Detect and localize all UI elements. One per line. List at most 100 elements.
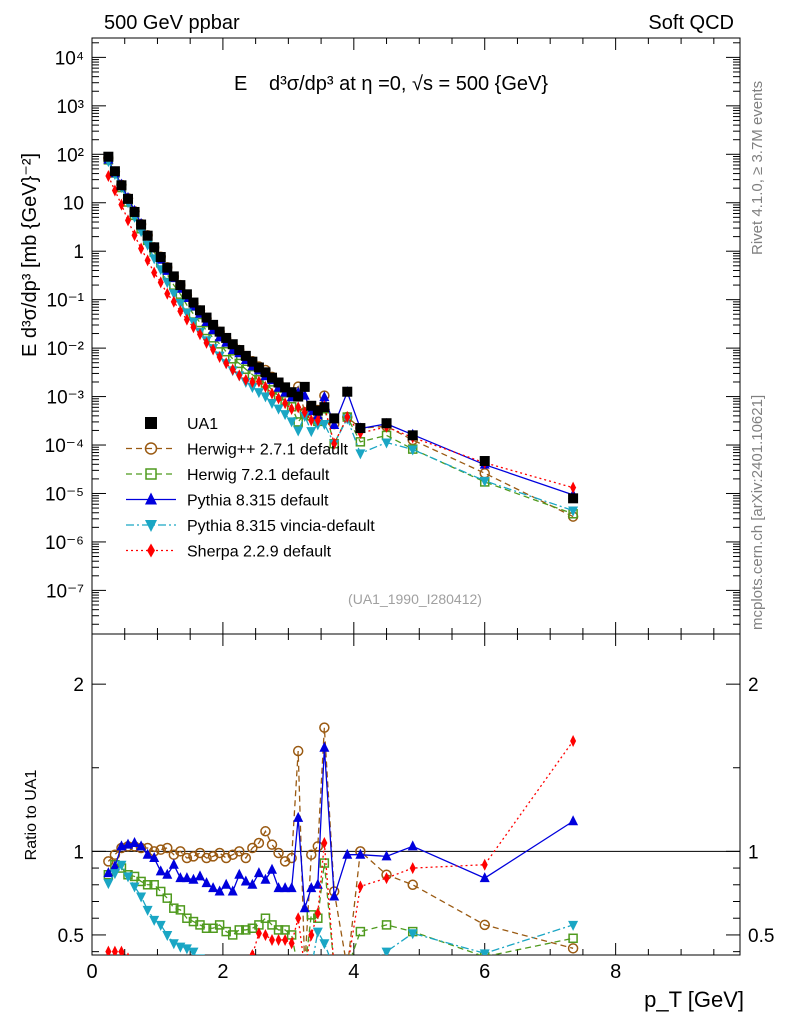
top-point-pythia-8-315-vincia-default [260,392,271,403]
top-point-sherpa-2-2-9-default [288,403,295,416]
top-point-sherpa-2-2-9-default [295,401,302,414]
ratio-point-pythia-8-315-default [568,815,579,826]
ratio-point-sherpa-2-2-9-default [481,858,488,871]
ratio-point-pythia-8-315-default [355,848,366,859]
legend-label-herwig-7-2-1-default: Herwig 7.2.1 default [187,467,330,484]
legend-marker-sherpa-2-2-9-default [147,543,155,558]
top-point-ua1 [195,305,205,316]
top-point-sherpa-2-2-9-default [203,336,210,349]
top-point-ua1 [273,377,284,388]
top-point-ua1 [221,332,232,343]
top-point-sherpa-2-2-9-default [262,380,269,393]
top-y-tick-label: 10⁴ [55,48,84,69]
top-point-ua1 [286,387,297,398]
ratio-point-herwig-7-2-1-default [234,925,245,935]
ratio-point-pythia-8-315-default [319,741,330,752]
top-panel-series [103,151,579,522]
top-point-ua1 [342,386,353,397]
top-point-sherpa-2-2-9-default [249,376,256,389]
legend-marker-pythia-8-315-vincia-default [145,520,157,532]
axis-tick-labels: 0 2 4 6 8 10⁻⁷ 10⁻⁶ 10⁻⁵ 10⁻⁴ 10⁻³ 10⁻² 10⁻¹ 1 10 10² 1… [45,48,775,983]
top-point-sherpa-2-2-9-default [229,363,236,376]
top-point-sherpa-2-2-9-default [223,357,230,370]
top-point-ua1 [201,312,212,323]
x-tick-label: 0 [86,961,97,983]
ratio-point-pythia-8-315-default [129,836,140,847]
top-point-ua1 [247,356,258,367]
ratio-point-herwig-7-2-1-default [319,858,330,868]
ratio-point-pythia-8-315-vincia-default [479,949,490,955]
top-point-ua1 [175,280,186,291]
ratio-point-sherpa-2-2-9-default [275,933,282,946]
top-point-ua1 [407,430,418,441]
top-point-sherpa-2-2-9-default [308,414,315,427]
ratio-point-pythia-8-315-vincia-default [168,939,179,950]
top-point-ua1 [188,297,199,308]
top-point-pythia-8-315-vincia-default [181,308,192,319]
ratio-point-pythia-8-315-vincia-default [568,920,579,931]
ratio-point-sherpa-2-2-9-default [383,872,390,885]
legend-label-herwig-2-7-1-default: Herwig++ 2.7.1 default [187,442,349,459]
top-point-pythia-8-315-vincia-default [253,388,264,399]
ratio-point-herwig-7-2-1-default [162,893,173,903]
top-point-sherpa-2-2-9-default [344,411,351,424]
top-point-sherpa-2-2-9-default [177,305,184,318]
ratio-point-pythia-8-315-default [342,848,353,859]
ratio-point-pythia-8-315-default [214,885,225,896]
top-point-sherpa-2-2-9-default [236,369,243,382]
plot-title-prefix: E [234,73,247,95]
top-y-tick-label: 10⁻² [47,339,85,360]
ratio-panel-series [92,722,740,955]
rivet-version-label: Rivet 4.1.0, ≥ 3.7M events [749,81,766,255]
ratio-point-pythia-8-315-default [253,867,264,878]
ratio-point-pythia-8-315-default [267,863,277,874]
ratio-y-tick-label-right: 2 [748,675,759,696]
top-point-sherpa-2-2-9-default [301,406,308,419]
ratio-point-pythia-8-315-default [381,850,392,861]
top-point-sherpa-2-2-9-default [269,387,275,400]
ratio-point-pythia-8-315-vincia-default [136,892,147,903]
ratio-line-sherpa-2-2-9-default [108,740,574,955]
ratio-point-pythia-8-315-default [168,858,179,869]
ratio-point-sherpa-2-2-9-default [409,862,416,875]
ratio-point-herwig-2-7-1-default [227,849,238,860]
ratio-point-sherpa-2-2-9-default [314,907,321,920]
ratio-y-tick-label: 2 [73,675,84,696]
mcplots-label: mcplots.cern.ch [arXiv:2401.10621] [749,395,766,630]
ratio-point-herwig-2-7-1-default [207,851,219,862]
ratio-point-pythia-8-315-default [208,882,219,893]
top-point-ua1 [123,193,133,204]
top-y-tick-label: 10⁻¹ [47,291,85,312]
legend-label-pythia-8-315-vincia-default: Pythia 8.315 vincia-default [187,518,375,535]
ratio-point-herwig-7-2-1-default [142,880,153,890]
top-point-sherpa-2-2-9-default [131,229,138,242]
top-point-pythia-8-315-vincia-default [267,399,277,410]
ratio-y-tick-label-right: 1 [748,842,759,863]
ratio-point-herwig-2-7-1-default [253,837,265,849]
ratio-point-pythia-8-315-default [299,902,310,913]
top-point-pythia-8-315-vincia-default [319,420,330,431]
ratio-point-sherpa-2-2-9-default [105,945,112,955]
ratio-point-herwig-7-2-1-default [155,886,166,897]
ratio-point-pythia-8-315-default [103,867,114,878]
top-point-sherpa-2-2-9-default [275,392,282,405]
top-point-ua1 [381,418,392,429]
top-point-sherpa-2-2-9-default [170,295,177,308]
ratio-point-herwig-2-7-1-default [214,847,225,859]
top-point-pythia-8-315-vincia-default [306,427,317,438]
top-point-pythia-8-315-default [319,391,330,402]
ratio-point-pythia-8-315-vincia-default [155,920,166,931]
ratio-point-pythia-8-315-default [479,872,490,883]
ratio-point-herwig-2-7-1-default [188,851,199,862]
ratio-point-pythia-8-315-default [306,882,317,893]
top-point-ua1 [103,151,114,162]
x-tick-label: 2 [217,961,228,983]
top-point-ua1 [240,350,251,361]
top-point-ua1 [329,413,340,424]
top-point-pythia-8-315-vincia-default [407,445,418,456]
ratio-point-herwig-2-7-1-default [162,842,173,854]
header-left-label: 500 GeV ppbar [104,12,240,34]
top-point-ua1 [214,326,225,337]
top-point-ua1 [260,367,271,378]
top-y-tick-label: 10⁻⁴ [45,436,84,457]
